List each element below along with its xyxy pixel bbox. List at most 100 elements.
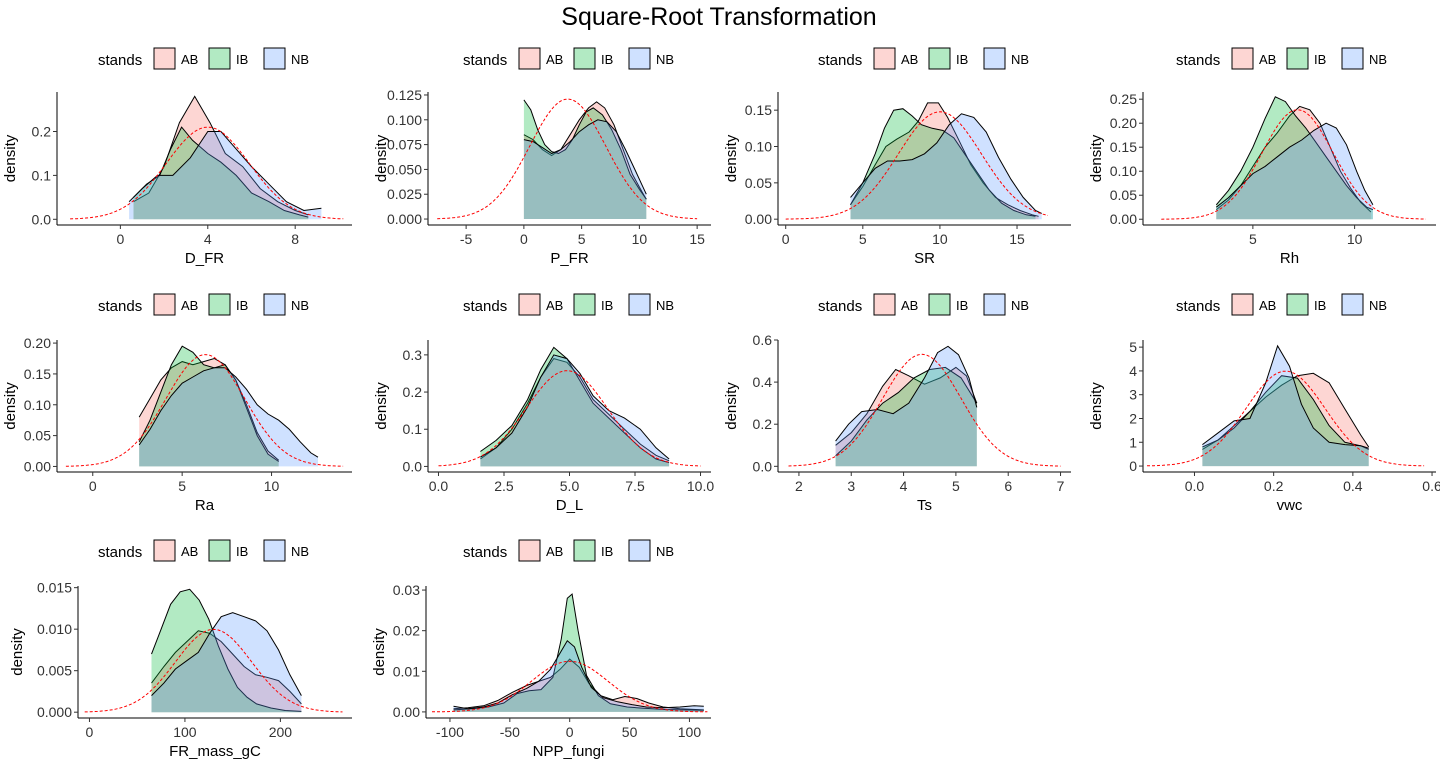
density-outline-ib	[453, 593, 704, 711]
figure-title: Square-Root Transformation	[561, 3, 876, 31]
x-axis-label: vwc	[1277, 497, 1303, 514]
legend-title: stands	[98, 544, 142, 561]
density-area-ab	[850, 102, 1039, 220]
legend-label: AB	[181, 298, 198, 313]
x-tick-label: 200	[269, 724, 293, 740]
legend-title: stands	[1176, 298, 1220, 315]
legend-key-ib	[1286, 293, 1309, 316]
x-axis-label: SR	[914, 250, 935, 267]
x-tick-label: 0.0	[1185, 478, 1205, 494]
x-axis-label: Rh	[1280, 250, 1299, 267]
y-tick-label: 0.0	[32, 211, 52, 227]
legend-key-ib	[573, 539, 596, 562]
legend: stands AB IB NB	[98, 47, 309, 70]
legend-key-ab	[518, 539, 541, 562]
density-panel-p-fr: -5 0 5 10 15 0.000 0.025 0.050 0.075 0.100 0.125 P_…	[373, 47, 711, 267]
y-tick-label: 0.03	[393, 582, 420, 598]
y-tick-label: 0.050	[387, 161, 422, 177]
y-tick-label: 0.10	[24, 397, 51, 413]
x-tick-label: 10	[264, 478, 280, 494]
density-outline-nb	[453, 640, 704, 710]
y-axis-label: density	[1088, 382, 1105, 430]
y-axis-label: density	[9, 628, 26, 676]
density-area-ib	[523, 99, 647, 219]
x-tick-label: 0	[86, 724, 94, 740]
y-tick-label: 0.2	[32, 124, 52, 140]
density-outline-ib	[1215, 96, 1374, 211]
y-tick-label: 0.1	[403, 421, 423, 437]
legend-key-ab	[1231, 293, 1254, 316]
x-tick-label: 5	[859, 231, 867, 247]
density-area-ib	[133, 127, 309, 220]
y-tick-label: 0.00	[24, 458, 51, 474]
legend-label: AB	[546, 544, 563, 559]
y-axis-label: density	[373, 382, 390, 430]
y-tick-label: 0.10	[1110, 163, 1137, 179]
legend-key-ib	[928, 47, 951, 70]
x-tick-label: 0	[782, 231, 790, 247]
density-outline-nb	[523, 119, 647, 195]
density-area-nb	[453, 640, 704, 712]
normal-curve	[1147, 370, 1425, 467]
y-tick-label: 0.20	[1110, 115, 1137, 131]
x-tick-label: -5	[460, 231, 473, 247]
y-tick-label: 0.015	[37, 580, 72, 596]
density-area-ib	[1202, 375, 1369, 467]
legend-key-ab	[153, 47, 176, 70]
legend-key-ib	[208, 539, 231, 562]
y-tick-label: 0.15	[745, 102, 772, 118]
density-area-nb	[139, 367, 318, 467]
density-area-ib	[139, 346, 279, 467]
normal-curve	[788, 353, 1061, 467]
y-tick-label: 0.2	[403, 384, 423, 400]
y-tick-label: 0.10	[745, 139, 772, 155]
legend: stands AB IB NB	[1176, 293, 1387, 316]
legend-key-nb	[263, 293, 286, 316]
density-area-nb	[523, 119, 647, 219]
legend-key-ab	[1231, 47, 1254, 70]
x-tick-label: 3	[847, 478, 855, 494]
density-outline-nb	[1202, 344, 1369, 449]
y-tick-label: 5	[1129, 339, 1137, 355]
legend-key-ab	[873, 293, 896, 316]
density-outline-nb	[138, 367, 319, 458]
x-tick-label: 10	[632, 231, 648, 247]
legend-label: IB	[236, 298, 248, 313]
legend-key-nb	[263, 47, 286, 70]
legend-label: NB	[291, 544, 309, 559]
x-tick-label: 0.0	[429, 478, 449, 494]
density-area-nb	[151, 612, 302, 713]
x-tick-label: 15	[1009, 231, 1025, 247]
density-area-ab	[133, 96, 309, 220]
density-area-ib	[850, 108, 1036, 220]
density-panel-vwc: 0.0 0.2 0.4 0.6 0 1 2 3 4 5 vwc density stands AB IB NB	[1088, 293, 1440, 514]
y-axis-label: density	[373, 134, 390, 182]
y-axis-label: density	[723, 134, 740, 182]
x-tick-label: 0.4	[1343, 478, 1363, 494]
x-tick-label: 2.5	[494, 478, 514, 494]
legend-label: IB	[1314, 52, 1326, 67]
legend-label: NB	[1011, 298, 1029, 313]
density-area-ib	[1216, 96, 1373, 220]
x-tick-label: 10	[1347, 231, 1363, 247]
x-tick-label: 5.0	[560, 478, 580, 494]
normal-curve	[70, 126, 344, 220]
density-area-nb	[850, 113, 1042, 220]
legend-label: AB	[1259, 298, 1276, 313]
x-tick-label: 5	[578, 231, 586, 247]
density-panel-fr-mass-gc: 0 100 200 0.000 0.005 0.010 0.015 FR_mass_gC den…	[9, 539, 352, 760]
normal-curve	[437, 98, 698, 220]
y-tick-label: 0.0	[403, 458, 423, 474]
density-area-nb	[480, 354, 670, 467]
legend-label: NB	[291, 298, 309, 313]
density-outline-ib	[138, 345, 279, 462]
density-outline-ib	[850, 108, 1036, 217]
legend-title: stands	[463, 52, 507, 69]
normal-curve	[438, 370, 701, 467]
x-tick-label: 4	[900, 478, 908, 494]
x-tick-label: 0.6	[1422, 478, 1440, 494]
legend-label: IB	[601, 544, 613, 559]
legend: stands AB IB NB	[818, 47, 1029, 70]
density-outline-ib	[523, 99, 647, 200]
